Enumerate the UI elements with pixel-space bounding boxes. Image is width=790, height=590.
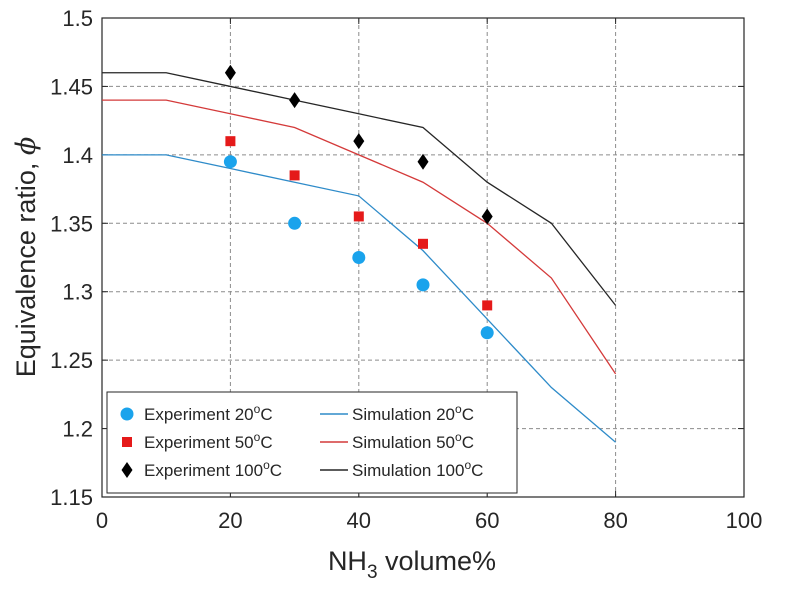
y-tick-label: 1.25	[50, 348, 93, 373]
data-point-exp100	[353, 133, 365, 150]
x-tick-label: 60	[475, 508, 499, 533]
x-tick-label: 20	[218, 508, 242, 533]
legend-label-exp20: Experiment 20oC	[144, 402, 273, 424]
y-tick-label: 1.45	[50, 74, 93, 99]
x-tick-label: 80	[603, 508, 627, 533]
data-point-exp50	[418, 238, 428, 249]
y-tick-label: 1.35	[50, 211, 93, 236]
y-tick-label: 1.4	[62, 143, 93, 168]
x-axis: 0 20 40 60 80 100	[96, 18, 762, 533]
series-line-sim20	[102, 154, 617, 443]
series-layer	[102, 64, 617, 443]
legend: Experiment 20oC Experiment 50oC Experiment…	[106, 391, 518, 494]
legend-label-sim50: Simulation 50oC	[352, 430, 474, 452]
series-line-sim100	[102, 72, 617, 306]
data-point-exp50	[225, 136, 236, 147]
legend-box	[106, 391, 518, 494]
y-tick-label: 1.5	[62, 6, 93, 31]
data-point-exp50	[289, 170, 300, 181]
legend-marker-exp20	[120, 407, 134, 421]
legend-label-exp50: Experiment 50oC	[144, 430, 273, 452]
x-tick-label: 0	[96, 508, 108, 533]
legend-label-exp100: Experiment 100oC	[144, 458, 282, 480]
y-tick-label: 1.15	[50, 485, 93, 510]
data-point-exp20	[480, 326, 494, 340]
y-axis-label: Equivalence ratio, ϕ	[11, 137, 42, 378]
x-tick-label: 100	[726, 508, 763, 533]
data-point-exp20	[416, 278, 430, 292]
y-tick-label: 1.2	[62, 417, 93, 442]
data-point-exp20	[288, 216, 302, 230]
data-point-exp100	[417, 153, 429, 170]
data-point-exp100	[481, 208, 493, 225]
data-point-exp20	[223, 155, 237, 169]
legend-marker-exp50	[122, 437, 132, 447]
y-tick-label: 1.3	[62, 280, 93, 305]
data-point-exp100	[224, 64, 236, 81]
x-axis-label: NH3 volume%	[328, 546, 496, 583]
series-line-sim50	[102, 99, 617, 375]
y-axis: 1.15 1.2 1.25 1.3 1.35 1.4 1.45 1.5	[50, 6, 744, 510]
legend-label-sim100: Simulation 100oC	[352, 458, 483, 480]
x-tick-label: 40	[347, 508, 371, 533]
legend-marker-exp100	[121, 462, 133, 478]
data-point-exp50	[353, 211, 364, 222]
data-point-exp50	[482, 300, 493, 311]
legend-label-sim20: Simulation 20oC	[352, 402, 474, 424]
data-point-exp20	[352, 251, 366, 264]
plot-frame	[101, 17, 745, 498]
data-point-exp100	[289, 92, 301, 109]
